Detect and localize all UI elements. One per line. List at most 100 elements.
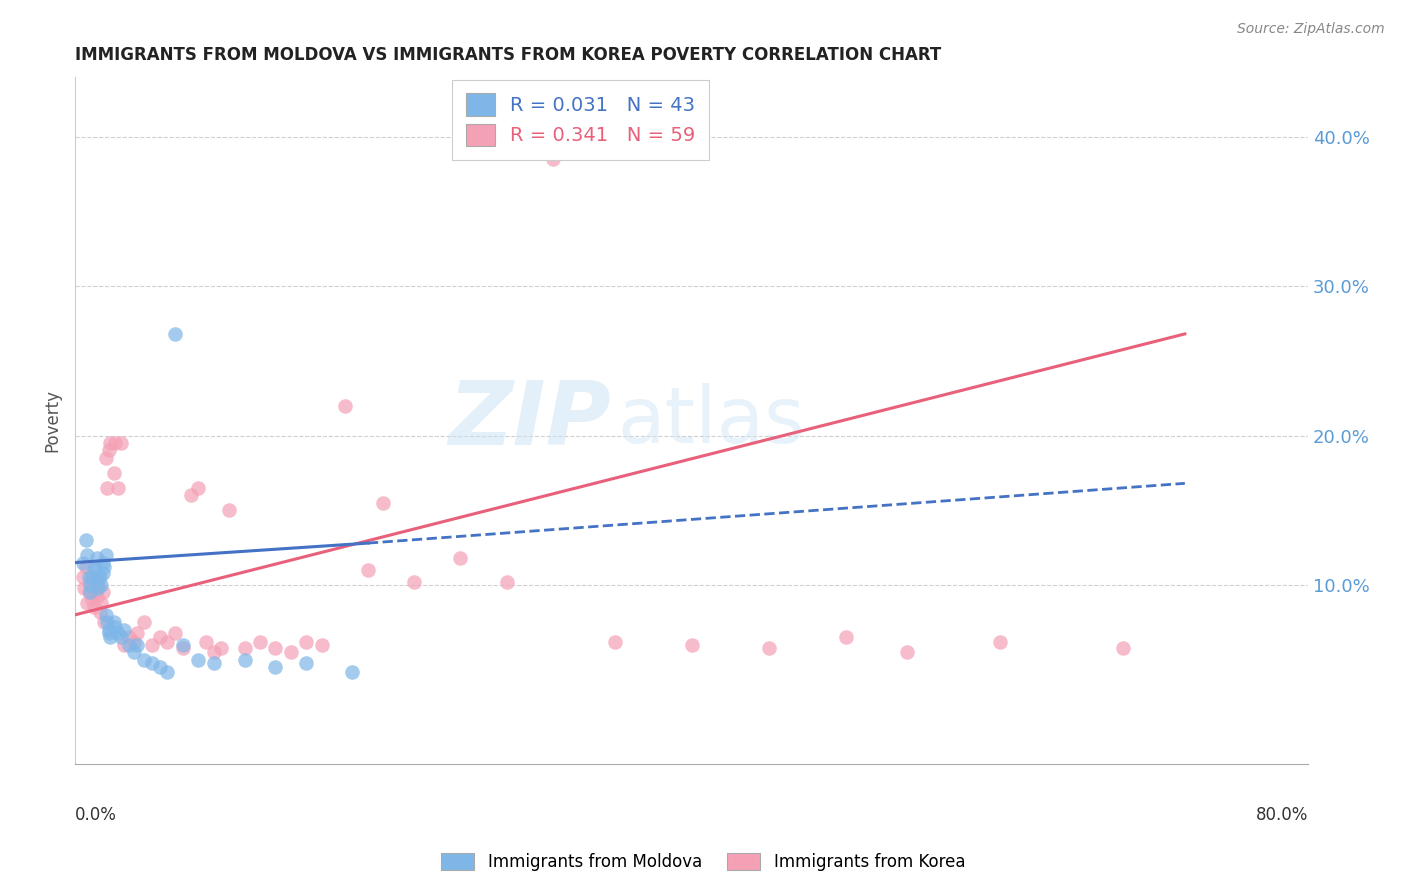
Point xyxy=(342,665,364,679)
Point xyxy=(112,623,135,637)
Point xyxy=(87,578,110,592)
Point xyxy=(83,563,105,577)
Point xyxy=(90,578,112,592)
Point xyxy=(96,481,118,495)
Point xyxy=(149,660,172,674)
Point xyxy=(97,623,120,637)
Point xyxy=(122,634,145,648)
Point xyxy=(79,574,101,589)
Point xyxy=(83,600,105,615)
Point xyxy=(73,581,96,595)
Point xyxy=(107,481,129,495)
Point xyxy=(333,399,356,413)
Point xyxy=(76,596,98,610)
Text: 0.0%: 0.0% xyxy=(75,805,117,823)
Point xyxy=(79,585,101,599)
Point xyxy=(264,640,287,655)
Point xyxy=(86,551,108,566)
Point xyxy=(104,620,127,634)
Point xyxy=(541,152,564,166)
Point xyxy=(77,585,100,599)
Point xyxy=(97,625,120,640)
Point xyxy=(89,605,111,619)
Point xyxy=(97,443,120,458)
Point xyxy=(91,566,114,580)
Point xyxy=(172,638,194,652)
Point xyxy=(195,634,218,648)
Point xyxy=(94,548,117,562)
Y-axis label: Poverty: Poverty xyxy=(44,389,60,452)
Point xyxy=(357,563,380,577)
Point xyxy=(112,638,135,652)
Point xyxy=(249,634,271,648)
Point xyxy=(72,570,94,584)
Point xyxy=(134,653,156,667)
Point xyxy=(165,625,187,640)
Point xyxy=(835,630,858,644)
Point xyxy=(104,436,127,450)
Point xyxy=(681,638,703,652)
Point xyxy=(264,660,287,674)
Point xyxy=(93,615,115,630)
Point xyxy=(149,630,172,644)
Point xyxy=(449,551,471,566)
Legend: R = 0.031   N = 43, R = 0.341   N = 59: R = 0.031 N = 43, R = 0.341 N = 59 xyxy=(451,79,709,160)
Point xyxy=(80,570,103,584)
Point xyxy=(80,593,103,607)
Point xyxy=(79,578,101,592)
Point xyxy=(180,488,202,502)
Point xyxy=(75,533,97,548)
Point xyxy=(118,630,141,644)
Point xyxy=(280,645,302,659)
Point xyxy=(87,570,110,584)
Point xyxy=(1112,640,1135,655)
Point xyxy=(125,638,148,652)
Point xyxy=(87,581,110,595)
Point xyxy=(172,640,194,655)
Point xyxy=(91,556,114,570)
Point xyxy=(75,560,97,574)
Point xyxy=(233,653,256,667)
Point xyxy=(311,638,333,652)
Point xyxy=(94,607,117,622)
Point xyxy=(603,634,626,648)
Point xyxy=(110,436,132,450)
Point xyxy=(90,596,112,610)
Point xyxy=(211,640,233,655)
Point xyxy=(110,630,132,644)
Text: ZIP: ZIP xyxy=(449,377,612,464)
Text: atlas: atlas xyxy=(617,383,806,458)
Point xyxy=(156,665,179,679)
Text: Source: ZipAtlas.com: Source: ZipAtlas.com xyxy=(1237,22,1385,37)
Point xyxy=(141,656,163,670)
Point xyxy=(165,326,187,341)
Point xyxy=(107,625,129,640)
Text: 80.0%: 80.0% xyxy=(1256,805,1308,823)
Point xyxy=(91,585,114,599)
Point xyxy=(125,625,148,640)
Point xyxy=(84,585,107,599)
Point xyxy=(156,634,179,648)
Point xyxy=(94,450,117,465)
Legend: Immigrants from Moldova, Immigrants from Korea: Immigrants from Moldova, Immigrants from… xyxy=(433,845,973,880)
Point xyxy=(134,615,156,630)
Point xyxy=(118,638,141,652)
Point xyxy=(77,570,100,584)
Point xyxy=(295,634,318,648)
Point xyxy=(93,560,115,574)
Point xyxy=(202,645,225,659)
Text: IMMIGRANTS FROM MOLDOVA VS IMMIGRANTS FROM KOREA POVERTY CORRELATION CHART: IMMIGRANTS FROM MOLDOVA VS IMMIGRANTS FR… xyxy=(75,46,941,64)
Point xyxy=(988,634,1011,648)
Point xyxy=(404,574,426,589)
Point xyxy=(141,638,163,652)
Point xyxy=(758,640,780,655)
Point xyxy=(89,570,111,584)
Point xyxy=(233,640,256,655)
Point xyxy=(84,560,107,574)
Point xyxy=(103,466,125,480)
Point xyxy=(218,503,240,517)
Point xyxy=(86,590,108,604)
Point xyxy=(122,645,145,659)
Point xyxy=(76,548,98,562)
Point xyxy=(295,656,318,670)
